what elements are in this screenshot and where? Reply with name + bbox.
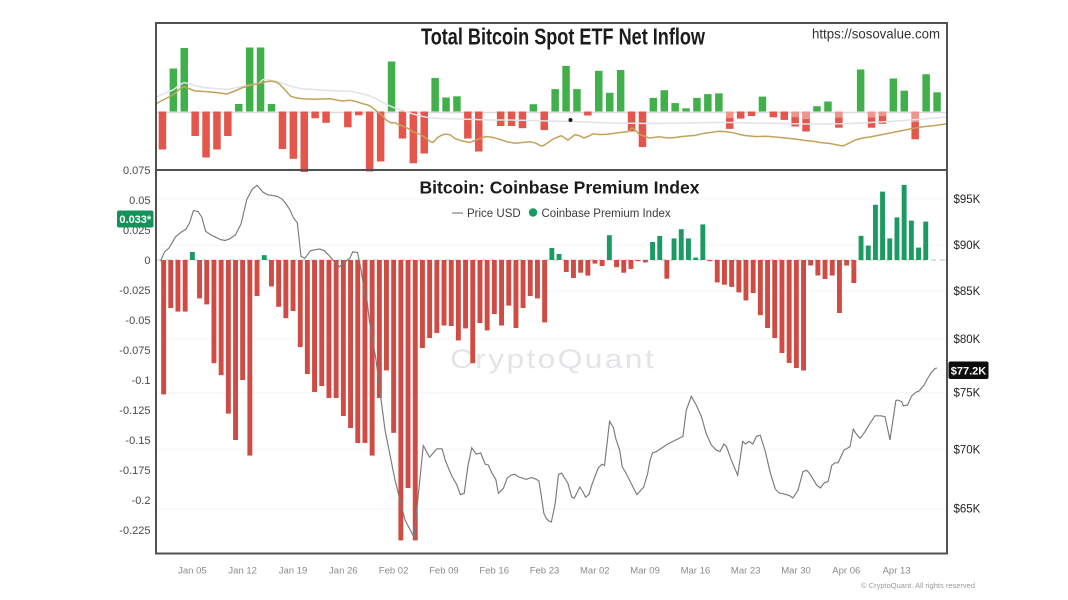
svg-text:-0.175: -0.175	[119, 465, 150, 477]
svg-text:-0.05: -0.05	[125, 315, 150, 327]
svg-text:Jan 19: Jan 19	[279, 566, 308, 577]
svg-text:$85K: $85K	[954, 286, 981, 298]
svg-text:Feb 23: Feb 23	[530, 566, 560, 577]
svg-text:CryptoQuant: CryptoQuant	[450, 344, 656, 374]
svg-text:Mar 16: Mar 16	[681, 566, 711, 577]
svg-text:$80K: $80K	[954, 334, 981, 346]
svg-text:$95K: $95K	[954, 194, 981, 206]
svg-text:Coinbase Premium Index: Coinbase Premium Index	[542, 208, 671, 220]
svg-text:-0.2: -0.2	[132, 495, 151, 507]
svg-text:-0.225: -0.225	[119, 525, 150, 537]
svg-text:Price USD: Price USD	[467, 208, 521, 220]
svg-text:0: 0	[144, 255, 150, 267]
svg-text:-0.125: -0.125	[119, 405, 150, 417]
svg-text:0.05: 0.05	[129, 195, 150, 207]
svg-text:-0.15: -0.15	[125, 435, 150, 447]
svg-text:Jan 12: Jan 12	[228, 566, 257, 577]
svg-text:0.025: 0.025	[123, 225, 151, 237]
svg-text:Apr 06: Apr 06	[832, 566, 860, 577]
svg-text:Bitcoin: Coinbase Premium Inde: Bitcoin: Coinbase Premium Index	[420, 178, 700, 198]
svg-text:0.075: 0.075	[123, 165, 151, 177]
svg-text:Mar 30: Mar 30	[781, 566, 811, 577]
svg-text:$77.2K: $77.2K	[951, 366, 987, 378]
svg-text:Mar 23: Mar 23	[731, 566, 761, 577]
svg-text:-0.075: -0.075	[119, 345, 150, 357]
svg-text:$65K: $65K	[954, 504, 981, 516]
svg-text:Mar 02: Mar 02	[580, 566, 610, 577]
svg-text:Mar 09: Mar 09	[630, 566, 660, 577]
svg-text:-0.025: -0.025	[119, 285, 150, 297]
svg-text:$90K: $90K	[954, 240, 981, 252]
svg-text:-0.1: -0.1	[132, 375, 151, 387]
svg-text:$75K: $75K	[954, 388, 981, 400]
svg-text:Jan 26: Jan 26	[329, 566, 358, 577]
svg-text:Jan 05: Jan 05	[178, 566, 207, 577]
svg-text:© CryptoQuant. All rights rese: © CryptoQuant. All rights reserved	[861, 581, 975, 590]
svg-text:https://sosovalue.com: https://sosovalue.com	[812, 27, 940, 42]
svg-text:Feb 16: Feb 16	[479, 566, 509, 577]
svg-text:$70K: $70K	[954, 444, 981, 456]
svg-text:0.033*: 0.033*	[119, 214, 152, 226]
svg-text:Apr 13: Apr 13	[883, 566, 911, 577]
svg-text:Feb 02: Feb 02	[379, 566, 409, 577]
svg-text:Total Bitcoin Spot ETF Net Inf: Total Bitcoin Spot ETF Net Inflow	[421, 24, 705, 50]
svg-text:Feb 09: Feb 09	[429, 566, 459, 577]
